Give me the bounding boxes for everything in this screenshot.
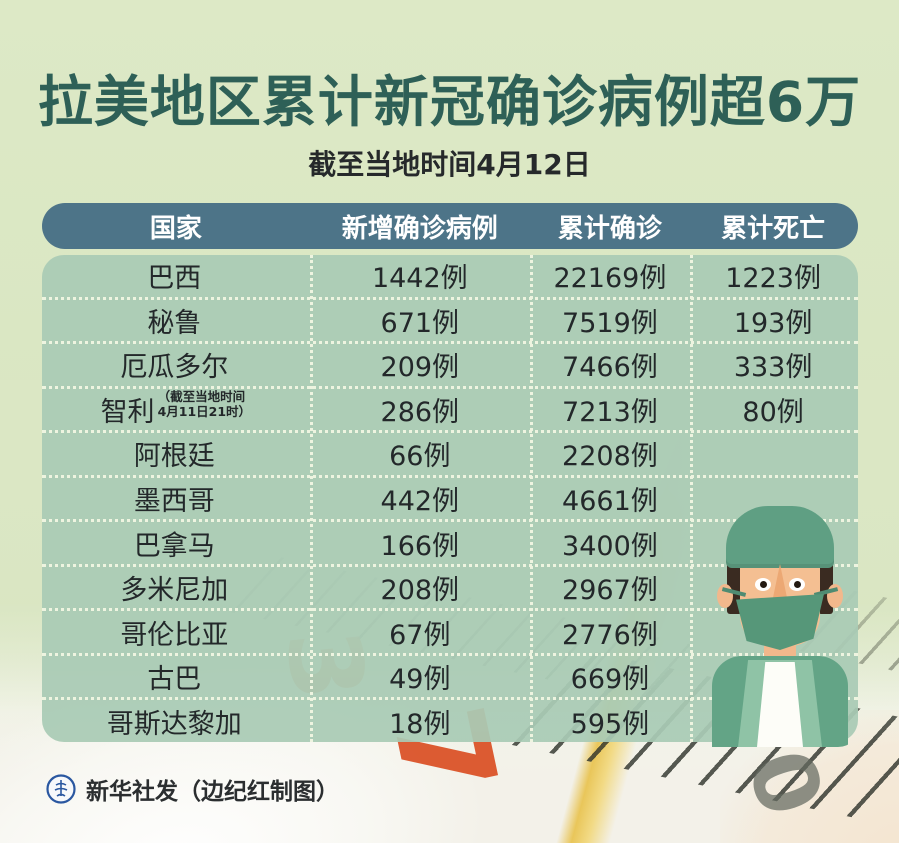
country-name: 哥伦比亚 <box>120 619 229 651</box>
country-name: 多米尼加 <box>120 575 229 607</box>
cell-new-cases: 18例 <box>389 708 451 740</box>
cell-total-cases: 595例 <box>570 708 650 740</box>
cell-deaths: 193例 <box>733 307 813 339</box>
cell-country: 秘鲁 <box>42 301 310 340</box>
surgical-mask <box>736 594 824 650</box>
table-row: 哥斯达黎加 18例 595例 <box>42 700 858 742</box>
column-divider <box>529 255 533 742</box>
header-total-cases: 累计确诊 <box>557 213 662 244</box>
country-name: 厄瓜多尔 <box>120 352 229 384</box>
cell-new-cases: 286例 <box>380 396 460 428</box>
doctor-shirt <box>757 662 803 747</box>
footer-credit-text: 新华社发（边纪红制图） <box>86 779 339 805</box>
cell-country: 巴西 <box>42 256 310 295</box>
cell-country: 古巴 <box>42 657 310 696</box>
doctor-eye <box>789 578 805 591</box>
table-row: 阿根廷 66例 2208例 <box>42 433 858 478</box>
cell-country: 哥伦比亚 <box>42 613 310 652</box>
country-name: 古巴 <box>147 664 202 696</box>
cell-country: 智利 （截至当地时间 4月11日21时） <box>42 389 310 429</box>
table-row: 智利 （截至当地时间 4月11日21时） 286例 7213例 80例 <box>42 389 858 434</box>
cell-deaths: 80例 <box>742 396 804 428</box>
country-name: 智利 <box>100 396 155 428</box>
table-row: 巴拿马 166例 3400例 <box>42 522 858 567</box>
table-header: 国家 新增确诊病例 累计确诊 累计死亡 <box>42 203 858 249</box>
country-name: 哥斯达黎加 <box>106 708 242 740</box>
cell-country: 哥斯达黎加 <box>42 702 310 741</box>
cell-new-cases: 67例 <box>389 619 451 651</box>
doctor-pupil <box>759 581 767 588</box>
table-row: 巴西 1442例 22169例 1223例 <box>42 255 858 300</box>
cell-total-cases: 7466例 <box>562 352 658 384</box>
cell-new-cases: 49例 <box>389 664 451 696</box>
cell-new-cases: 66例 <box>389 441 451 473</box>
table-row: 古巴 49例 669例 <box>42 656 858 701</box>
header-country: 国家 <box>149 213 202 244</box>
table-row: 墨西哥 442例 4661例 <box>42 478 858 523</box>
doctor-pupil <box>793 581 801 588</box>
cell-country: 墨西哥 <box>42 479 310 518</box>
cell-new-cases: 442例 <box>380 486 460 517</box>
cell-total-cases: 2208例 <box>562 441 658 473</box>
table-body: 巴西 1442例 22169例 1223例 秘鲁 671例 7519例 193例 <box>42 255 858 742</box>
cell-deaths: 333例 <box>733 352 813 384</box>
cell-total-cases: 7213例 <box>562 396 658 428</box>
column-divider <box>689 255 693 742</box>
country-name: 阿根廷 <box>133 441 215 473</box>
header-new-cases: 新增确诊病例 <box>341 213 498 244</box>
table-row: 哥伦比亚 67例 2776例 <box>42 611 858 656</box>
cell-country: 多米尼加 <box>42 568 310 607</box>
doctor-illustration <box>700 506 860 747</box>
cell-total-cases: 22169例 <box>553 263 667 295</box>
cell-new-cases: 1442例 <box>371 263 468 295</box>
cell-country: 阿根廷 <box>42 434 310 473</box>
table-row: 多米尼加 208例 2967例 <box>42 567 858 612</box>
cell-total-cases: 7519例 <box>562 307 658 339</box>
footer: 新华社发（边纪红制图） <box>46 772 339 806</box>
header-deaths: 累计死亡 <box>721 213 826 244</box>
cell-total-cases: 4661例 <box>562 486 658 517</box>
surgical-cap <box>726 506 834 568</box>
cell-new-cases: 671例 <box>380 307 460 339</box>
cell-deaths: 1223例 <box>725 263 821 295</box>
country-name: 巴西 <box>147 263 202 295</box>
country-name: 墨西哥 <box>133 486 215 517</box>
cell-total-cases: 2967例 <box>562 575 658 607</box>
cell-total-cases: 3400例 <box>562 530 658 562</box>
country-name: 巴拿马 <box>133 530 215 562</box>
country-name: 秘鲁 <box>147 307 202 339</box>
page-subtitle: 截至当地时间4月12日 <box>308 148 591 181</box>
cell-total-cases: 2776例 <box>562 619 658 651</box>
country-note: （截至当地时间 4月11日21时） <box>157 389 252 420</box>
column-divider <box>309 255 313 742</box>
xinhua-logo-icon <box>46 774 76 804</box>
cell-new-cases: 166例 <box>380 530 460 562</box>
table-row: 秘鲁 671例 7519例 193例 <box>42 300 858 345</box>
doctor-eye <box>755 578 771 591</box>
cell-country: 巴拿马 <box>42 524 310 563</box>
page-title: 拉美地区累计新冠确诊病例超6万 <box>37 70 862 134</box>
cell-new-cases: 209例 <box>380 352 460 384</box>
cell-new-cases: 208例 <box>380 575 460 607</box>
table-row: 厄瓜多尔 209例 7466例 333例 <box>42 344 858 389</box>
cell-total-cases: 669例 <box>570 664 650 696</box>
cell-country: 厄瓜多尔 <box>42 345 310 384</box>
